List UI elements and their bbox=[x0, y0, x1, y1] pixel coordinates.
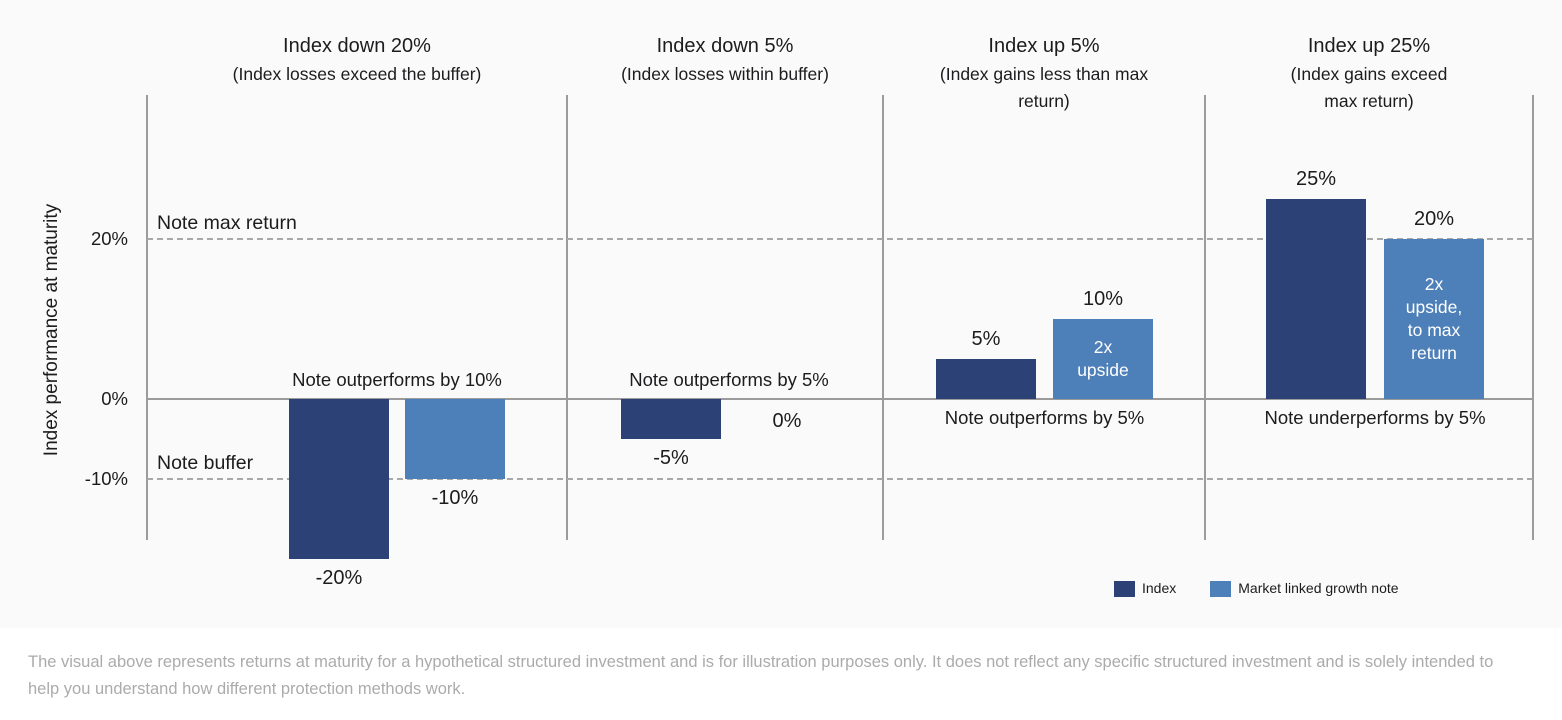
panel-header: Index down 5% (Index losses within buffer… bbox=[567, 33, 883, 88]
panel-subtitle: (Index gains exceed max return) bbox=[1290, 64, 1448, 111]
y-tick-label: 0% bbox=[101, 388, 128, 409]
zero-baseline bbox=[147, 398, 1533, 400]
note-bar: 2x upside, to max return bbox=[1384, 239, 1484, 399]
panel-separator-line bbox=[882, 95, 884, 540]
chart-legend: Index Market linked growth note bbox=[1114, 580, 1399, 597]
reference-line bbox=[147, 478, 1533, 480]
note-color-swatch bbox=[1210, 580, 1232, 597]
bar-value-label: -10% bbox=[431, 487, 479, 509]
index-bar bbox=[1266, 199, 1366, 399]
bar-value-label: 20% bbox=[1413, 208, 1455, 230]
bar-inner-label: 2x upside bbox=[1077, 337, 1129, 380]
panel-header: Index down 20% (Index losses exceed the b… bbox=[147, 33, 567, 88]
panel-header: Index up 25% (Index gains exceed max retu… bbox=[1205, 33, 1533, 115]
bar-value-label: 10% bbox=[1082, 288, 1124, 310]
panel-annotation: Note outperforms by 10% bbox=[292, 369, 502, 390]
panel-title: Index up 25% bbox=[1307, 35, 1431, 57]
panel-subtitle: (Index losses exceed the buffer) bbox=[232, 64, 482, 84]
index-bar bbox=[936, 359, 1036, 399]
panel-title: Index down 5% bbox=[656, 35, 794, 57]
panel-separator-line bbox=[566, 95, 568, 540]
disclaimer-text: The visual above represents returns at m… bbox=[28, 653, 1494, 698]
legend-item-index: Index bbox=[1114, 580, 1176, 597]
y-tick-label: 20% bbox=[90, 228, 128, 249]
legend-item-note: Market linked growth note bbox=[1210, 580, 1399, 597]
panel-separator-line bbox=[1532, 95, 1534, 540]
panel-subtitle: (Index gains less than max return) bbox=[939, 64, 1149, 111]
y-tick-label: -10% bbox=[84, 468, 128, 489]
panel-header: Index up 5% (Index gains less than max re… bbox=[883, 33, 1205, 115]
note-bar: 2x upside bbox=[1053, 319, 1153, 399]
y-axis-line bbox=[146, 95, 148, 540]
legend-label: Index bbox=[1142, 580, 1177, 596]
bar-value-label: 25% bbox=[1295, 168, 1337, 190]
panel-separator-line bbox=[1204, 95, 1206, 540]
bar-value-label: -20% bbox=[315, 567, 363, 589]
bar-value-label: -5% bbox=[653, 447, 689, 469]
legend-label: Market linked growth note bbox=[1238, 580, 1399, 596]
index-color-swatch bbox=[1114, 580, 1135, 597]
panel-annotation: Note underperforms by 5% bbox=[1264, 407, 1486, 428]
bar-chart: Note max return Note buffer 20% 0% -10% Index… bbox=[41, 33, 1534, 589]
bar-inner-label: 2x upside, to max return bbox=[1405, 274, 1463, 363]
note-bar bbox=[405, 399, 505, 479]
index-bar bbox=[621, 399, 721, 439]
reference-line-label: Note buffer bbox=[157, 452, 254, 474]
panel-annotation: Note outperforms by 5% bbox=[629, 369, 829, 390]
bar-value-label: 0% bbox=[772, 410, 802, 432]
panel-title: Index up 5% bbox=[988, 35, 1100, 57]
reference-line bbox=[147, 238, 1533, 240]
panel-annotation: Note outperforms by 5% bbox=[944, 407, 1145, 428]
panel-title: Index down 20% bbox=[283, 35, 431, 57]
y-axis-title: Index performance at maturity bbox=[41, 203, 62, 457]
panel-subtitle: (Index losses within buffer) bbox=[621, 64, 829, 84]
reference-line-label: Note max return bbox=[157, 212, 297, 234]
bar-value-label: 5% bbox=[971, 328, 1001, 350]
index-bar bbox=[289, 399, 389, 559]
